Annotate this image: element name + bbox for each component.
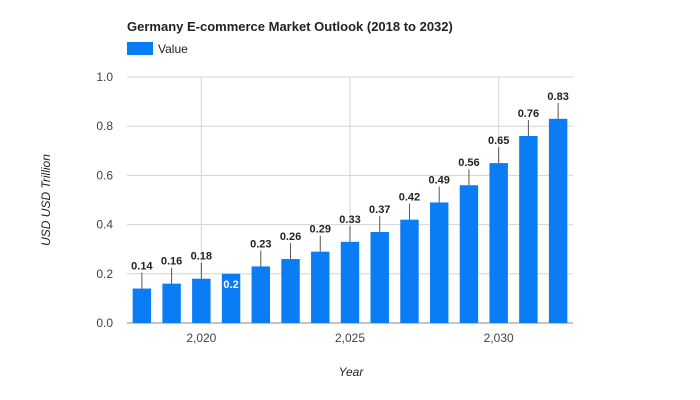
- data-label: 0.42: [399, 192, 420, 204]
- bar: [340, 241, 360, 323]
- bar: [489, 163, 508, 323]
- data-label: 0.33: [339, 214, 360, 226]
- bars: [132, 118, 568, 323]
- bar: [548, 118, 568, 323]
- data-label: 0.56: [458, 157, 479, 169]
- data-label: 0.16: [161, 256, 182, 268]
- data-label: 0.2: [223, 279, 238, 291]
- legend-label: Value: [158, 42, 188, 56]
- x-axis-title: Year: [339, 365, 365, 379]
- bar: [251, 266, 271, 323]
- bar: [221, 273, 241, 323]
- data-label: 0.26: [280, 231, 301, 243]
- bar: [370, 231, 389, 323]
- data-label: 0.76: [518, 108, 539, 120]
- x-tick-label: 2,025: [335, 331, 365, 345]
- y-axis-title: USD USD Trillion: [39, 154, 53, 246]
- x-tick-label: 2,030: [484, 331, 514, 345]
- data-label: 0.65: [488, 135, 509, 147]
- legend-swatch: [127, 42, 153, 55]
- bar: [192, 278, 211, 323]
- data-label: 0.29: [310, 224, 331, 236]
- data-label: 0.23: [250, 238, 271, 250]
- y-tick-label: 0.4: [96, 218, 113, 232]
- data-label: 0.37: [369, 204, 390, 216]
- y-tick-label: 0.2: [96, 267, 113, 281]
- bar: [132, 288, 152, 323]
- y-tick-label: 0.0: [96, 316, 113, 330]
- bar: [281, 259, 300, 323]
- bar: [429, 202, 449, 323]
- y-tick-label: 1.0: [96, 70, 113, 84]
- bar: [519, 136, 538, 323]
- data-label: 0.18: [191, 251, 212, 263]
- data-label: 0.49: [428, 174, 449, 186]
- data-labels: 0.14 0.16 0.18 0.2 0.23 0.26 0.29 0.33 0.37 0.42 0…: [131, 91, 569, 291]
- bar: [459, 185, 479, 323]
- axes: 0.0 0.2 0.4 0.6 0.8 1.0 2,020 2,025 2,030: [96, 70, 514, 345]
- bar: [311, 251, 330, 323]
- data-label: 0.83: [547, 91, 568, 103]
- y-tick-label: 0.8: [96, 119, 113, 133]
- legend: Value: [127, 42, 188, 56]
- data-label: 0.14: [131, 261, 153, 273]
- chart-title: Germany E-commerce Market Outlook (2018 …: [127, 19, 453, 34]
- x-tick-label: 2,020: [186, 331, 216, 345]
- y-tick-label: 0.6: [96, 168, 113, 182]
- bar: [162, 283, 181, 323]
- bar: [400, 219, 419, 323]
